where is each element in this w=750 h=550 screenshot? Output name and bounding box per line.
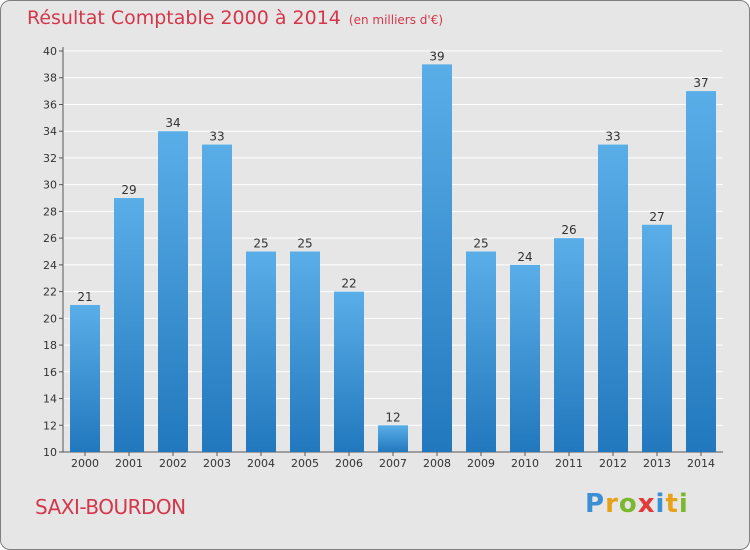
- y-tick-labels: 10 12 14 16 18 20 22 24 26 28 30 32 34 36 38 40: [43, 45, 57, 459]
- bar: [334, 291, 364, 452]
- x-tick-label: 2014: [687, 457, 715, 470]
- logo-letter: i: [655, 489, 666, 519]
- value-label: 26: [561, 223, 576, 237]
- x-tick-labels: 2000 2001 2002 2003 2004 2005 2006 2007 2008 2009…: [71, 457, 715, 470]
- x-tick-label: 2002: [159, 457, 187, 470]
- y-tick-label: 36: [43, 98, 57, 111]
- x-tick-label: 2001: [115, 457, 143, 470]
- value-label: 25: [473, 237, 488, 251]
- bar: [246, 251, 276, 452]
- y-tick-label: 24: [43, 259, 57, 272]
- bar: [158, 131, 188, 452]
- bar: [598, 144, 628, 453]
- value-labels: 21 29 34 33 25 25 22 12 39 25 24 26 33 27 37: [77, 49, 708, 424]
- chart-title-block: Résultat Comptable 2000 à 2014 (en millie…: [27, 7, 443, 29]
- y-tick-label: 18: [43, 339, 57, 352]
- bar: [466, 251, 496, 452]
- logo-letter: x: [637, 489, 656, 519]
- x-tick-label: 2003: [203, 457, 231, 470]
- value-label: 34: [165, 116, 180, 130]
- value-label: 29: [121, 183, 136, 197]
- y-tick-label: 10: [43, 446, 57, 459]
- x-tick-label: 2008: [423, 457, 451, 470]
- x-tick-label: 2005: [291, 457, 319, 470]
- y-tick-label: 20: [43, 312, 57, 325]
- value-label: 25: [253, 237, 268, 251]
- bar: [554, 238, 584, 452]
- bars: [70, 64, 716, 453]
- bar: [202, 144, 232, 453]
- proxiti-logo[interactable]: Proxiti: [585, 489, 689, 519]
- y-tick-label: 14: [43, 393, 57, 406]
- y-tick-label: 40: [43, 45, 57, 58]
- y-tick-label: 28: [43, 205, 57, 218]
- value-label: 24: [517, 250, 532, 264]
- chart-unit: (en milliers d'€): [348, 13, 444, 27]
- value-label: 37: [693, 76, 708, 90]
- value-label: 25: [297, 237, 312, 251]
- bar: [70, 304, 100, 452]
- x-tick-label: 2006: [335, 457, 363, 470]
- logo-letter: r: [605, 489, 619, 519]
- x-tick-label: 2000: [71, 457, 99, 470]
- y-tick-label: 32: [43, 152, 57, 165]
- bar: [378, 425, 408, 452]
- x-tick-label: 2013: [643, 457, 671, 470]
- value-label: 21: [77, 290, 92, 304]
- chart-title: Résultat Comptable 2000 à 2014: [27, 7, 341, 29]
- value-label: 12: [385, 410, 400, 424]
- bar: [510, 264, 540, 452]
- value-label: 33: [209, 130, 224, 144]
- y-tick-label: 38: [43, 72, 57, 85]
- logo-letter: i: [678, 489, 689, 519]
- x-tick-label: 2011: [555, 457, 583, 470]
- bar: [642, 224, 672, 452]
- logo-letter: P: [585, 489, 606, 519]
- logo-letter: o: [618, 489, 638, 519]
- x-tick-label: 2007: [379, 457, 407, 470]
- bar: [422, 64, 452, 452]
- bar: [290, 251, 320, 452]
- y-tick-label: 26: [43, 232, 57, 245]
- y-tick-label: 34: [43, 125, 57, 138]
- y-tick-label: 30: [43, 179, 57, 192]
- value-label: 39: [429, 49, 444, 63]
- x-tick-label: 2004: [247, 457, 275, 470]
- logo-letter: t: [665, 489, 679, 519]
- commune-name: SAXI-BOURDON: [35, 495, 186, 519]
- y-tick-label: 22: [43, 286, 57, 299]
- bar: [114, 198, 144, 452]
- y-tick-label: 12: [43, 419, 57, 432]
- y-tick-label: 16: [43, 366, 57, 379]
- value-label: 22: [341, 277, 356, 291]
- value-label: 33: [605, 130, 620, 144]
- x-tick-label: 2010: [511, 457, 539, 470]
- value-label: 27: [649, 210, 664, 224]
- bar: [686, 91, 716, 452]
- x-tick-label: 2009: [467, 457, 495, 470]
- x-tick-label: 2012: [599, 457, 627, 470]
